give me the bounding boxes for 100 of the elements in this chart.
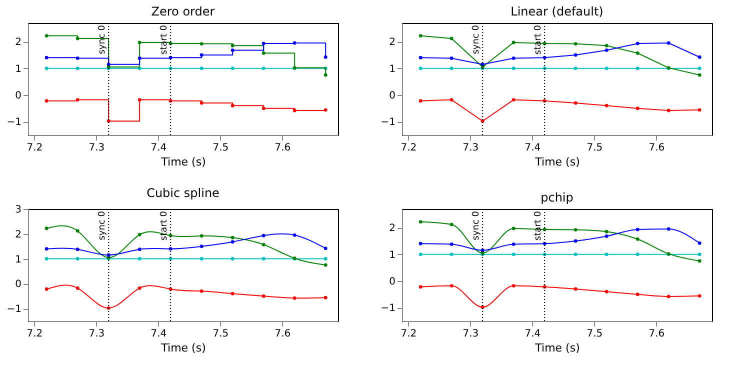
- point: [76, 66, 80, 70]
- point: [138, 257, 142, 261]
- point: [698, 55, 702, 59]
- y-tick-label: −1: [380, 117, 396, 128]
- x-tick-label: 7.4: [524, 328, 541, 340]
- point: [604, 234, 608, 238]
- point: [138, 248, 142, 252]
- point: [666, 108, 670, 112]
- point: [418, 220, 422, 224]
- point: [262, 51, 266, 55]
- point: [200, 257, 204, 261]
- point: [512, 56, 516, 60]
- y-tick-label: 0: [15, 279, 22, 290]
- point: [604, 230, 608, 234]
- point: [574, 101, 578, 105]
- point: [200, 42, 204, 46]
- point: [512, 98, 516, 102]
- point: [698, 73, 702, 77]
- x-tick-label: 7.2: [26, 142, 43, 154]
- point: [262, 242, 266, 246]
- x-tick-label: 7.4: [524, 142, 541, 154]
- point: [292, 296, 296, 300]
- point: [604, 48, 608, 52]
- x-tick-label: 7.6: [274, 142, 291, 154]
- x-tick-label: 7.3: [462, 328, 479, 340]
- point: [292, 108, 296, 112]
- point: [574, 53, 578, 57]
- x-axis-title: Time (s): [160, 342, 206, 354]
- y-tick-label: 0: [389, 276, 396, 288]
- chart-title: Cubic spline: [146, 186, 220, 200]
- point: [200, 53, 204, 57]
- point: [230, 66, 234, 70]
- point: [138, 40, 142, 44]
- point: [512, 66, 516, 70]
- point: [450, 98, 454, 102]
- point: [324, 108, 328, 112]
- point: [76, 229, 80, 233]
- y-tick-label: 2: [389, 223, 396, 234]
- point: [76, 257, 80, 261]
- point: [262, 257, 266, 261]
- point: [324, 263, 328, 267]
- x-tick-label: 7.5: [586, 142, 603, 154]
- point: [574, 42, 578, 46]
- point: [230, 48, 234, 52]
- point: [636, 252, 640, 256]
- point: [44, 257, 48, 261]
- ref-line-label: start 0: [160, 24, 170, 55]
- point: [666, 41, 670, 45]
- point: [450, 66, 454, 70]
- y-tick-label: 2: [15, 229, 22, 240]
- x-tick-label: 7.2: [26, 328, 43, 340]
- y-tick-label: 1: [389, 250, 396, 261]
- point: [44, 99, 48, 103]
- point: [230, 236, 234, 240]
- point: [418, 252, 422, 256]
- point: [418, 56, 422, 60]
- chart-title: pchip: [540, 190, 574, 204]
- x-axis-title: Time (s): [534, 156, 580, 168]
- point: [44, 56, 48, 60]
- y-tick-label: 3: [15, 204, 22, 216]
- point: [76, 248, 80, 252]
- point: [44, 66, 48, 70]
- point: [636, 42, 640, 46]
- x-tick-label: 7.5: [586, 328, 603, 340]
- x-tick-label: 7.2: [400, 328, 417, 340]
- y-tick-label: 2: [15, 37, 22, 48]
- y-tick-label: 1: [15, 254, 22, 266]
- y-tick-label: 1: [389, 64, 396, 75]
- ref-line-label: sync 0: [98, 24, 108, 54]
- point: [418, 66, 422, 70]
- point: [138, 98, 142, 102]
- ref-line-label: start 0: [160, 210, 170, 241]
- y-tick-label: 0: [389, 90, 396, 102]
- point: [636, 228, 640, 232]
- point: [698, 294, 702, 298]
- ref-line-label: sync 0: [472, 24, 482, 54]
- point: [200, 101, 204, 105]
- point: [450, 284, 454, 288]
- y-tick-label: 0: [15, 90, 22, 102]
- point: [200, 66, 204, 70]
- point: [698, 252, 702, 256]
- x-tick-label: 7.2: [400, 142, 417, 154]
- point: [636, 237, 640, 241]
- point: [200, 289, 204, 293]
- point: [262, 42, 266, 46]
- point: [418, 242, 422, 246]
- point: [698, 108, 702, 112]
- x-tick-label: 7.6: [274, 328, 291, 340]
- point: [262, 294, 266, 298]
- point: [44, 34, 48, 38]
- x-tick-label: 7.5: [212, 142, 229, 154]
- point: [450, 252, 454, 256]
- point: [450, 222, 454, 226]
- point: [604, 252, 608, 256]
- y-tick-label: 2: [389, 37, 396, 48]
- point: [450, 36, 454, 40]
- x-tick-label: 7.6: [648, 328, 665, 340]
- point: [324, 73, 328, 77]
- point: [324, 257, 328, 261]
- point: [200, 244, 204, 248]
